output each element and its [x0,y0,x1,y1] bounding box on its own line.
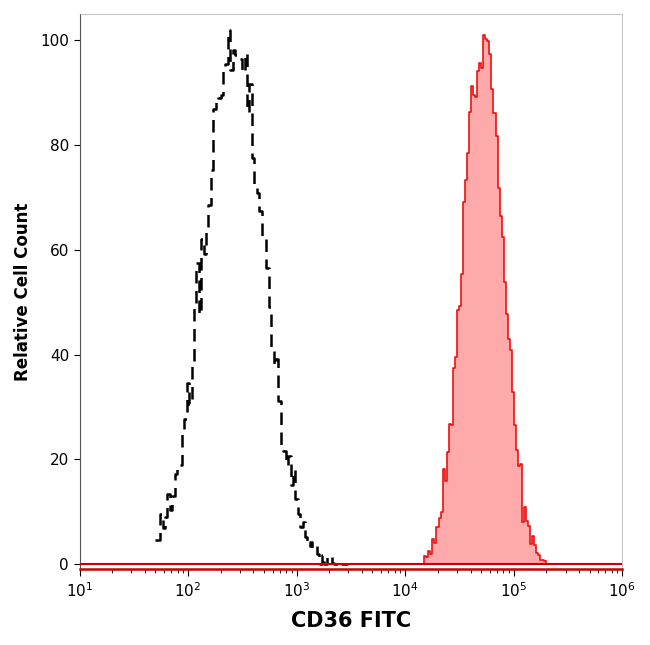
Y-axis label: Relative Cell Count: Relative Cell Count [14,203,32,381]
X-axis label: CD36 FITC: CD36 FITC [291,611,411,631]
